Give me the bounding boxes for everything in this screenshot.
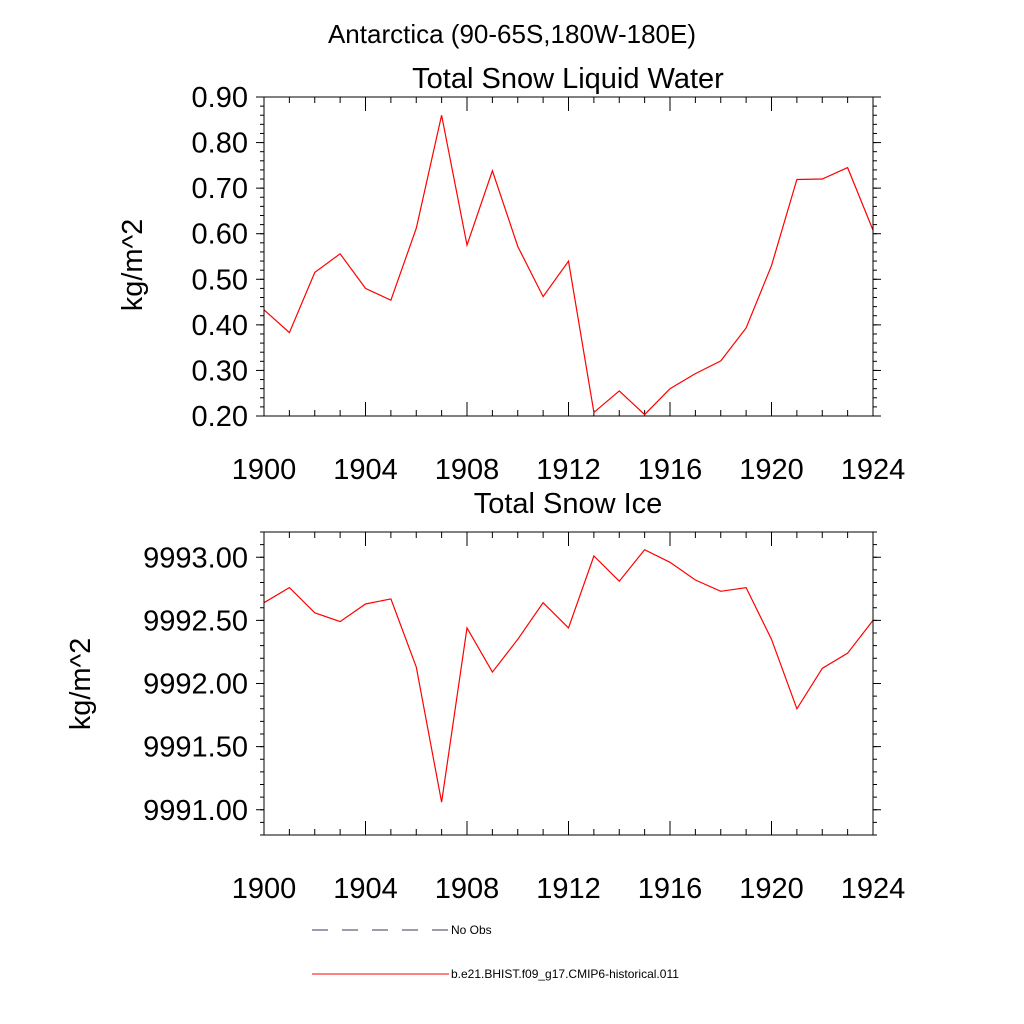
x-tick-label: 1900 bbox=[232, 873, 297, 905]
plot-frame bbox=[263, 96, 874, 417]
x-tick-label: 1912 bbox=[536, 454, 601, 486]
y-tick-label: 0.30 bbox=[192, 355, 248, 387]
y-tick-label: 0.20 bbox=[192, 401, 248, 433]
y-axis-label: kg/m^2 bbox=[117, 219, 149, 312]
series-line bbox=[263, 548, 874, 803]
x-tick-label: 1924 bbox=[841, 454, 906, 486]
legend: No Obs b.e21.BHIST.f09_g17.CMIP6-histori… bbox=[312, 923, 679, 981]
x-tick-label: 1920 bbox=[739, 873, 804, 905]
axis-ticks bbox=[256, 531, 881, 836]
x-tick-labels: 1900 1904 1908 1912 1916 1920 1924 bbox=[232, 454, 906, 486]
y-tick-label: 0.90 bbox=[192, 82, 248, 114]
x-tick-label: 1908 bbox=[435, 454, 500, 486]
x-tick-label: 1916 bbox=[638, 873, 703, 905]
x-tick-label: 1924 bbox=[841, 873, 906, 905]
chart-panel-liquid-water: Total Snow Liquid Water kg/m^2 1900 1904 1… bbox=[117, 63, 905, 486]
x-tick-label: 1912 bbox=[536, 873, 601, 905]
series-lines bbox=[263, 115, 874, 416]
x-tick-label: 1904 bbox=[333, 873, 398, 905]
y-tick-label: 0.80 bbox=[192, 128, 248, 160]
y-tick-labels: 0.20 0.30 0.40 0.50 0.60 0.70 0.80 0.90 bbox=[192, 82, 248, 433]
y-tick-label: 0.40 bbox=[192, 310, 248, 342]
legend-label: b.e21.BHIST.f09_g17.CMIP6-historical.011 bbox=[451, 967, 679, 981]
y-tick-label: 0.50 bbox=[192, 264, 248, 296]
y-tick-label: 0.60 bbox=[192, 219, 248, 251]
chart-panel-snow-ice: Total Snow Ice kg/m^2 1900 1904 1908 1912 19… bbox=[65, 488, 905, 905]
series-lines bbox=[263, 548, 874, 803]
y-tick-label: 9992.50 bbox=[143, 605, 248, 637]
plot-frame bbox=[263, 531, 874, 836]
y-tick-label: 9991.50 bbox=[143, 732, 248, 764]
chart-title: Total Snow Ice bbox=[474, 488, 663, 520]
axis-ticks bbox=[256, 96, 881, 417]
y-axis-label: kg/m^2 bbox=[65, 638, 97, 731]
y-tick-labels: 9991.00 9991.50 9992.00 9992.50 9993.00 bbox=[143, 542, 248, 827]
x-tick-label: 1900 bbox=[232, 454, 297, 486]
x-tick-labels: 1900 1904 1908 1912 1916 1920 1924 bbox=[232, 873, 906, 905]
series-line bbox=[263, 115, 874, 416]
y-tick-label: 9993.00 bbox=[143, 542, 248, 574]
legend-item-model-run: b.e21.BHIST.f09_g17.CMIP6-historical.011 bbox=[312, 967, 679, 981]
legend-item-no-obs: No Obs bbox=[312, 923, 492, 937]
x-tick-label: 1908 bbox=[435, 873, 500, 905]
legend-label: No Obs bbox=[451, 923, 492, 937]
chart-title: Total Snow Liquid Water bbox=[412, 63, 724, 95]
x-tick-label: 1904 bbox=[333, 454, 398, 486]
figure-suptitle: Antarctica (90-65S,180W-180E) bbox=[328, 19, 696, 49]
y-tick-label: 9992.00 bbox=[143, 669, 248, 701]
y-tick-label: 9991.00 bbox=[143, 795, 248, 827]
x-tick-label: 1920 bbox=[739, 454, 804, 486]
y-tick-label: 0.70 bbox=[192, 173, 248, 205]
x-tick-label: 1916 bbox=[638, 454, 703, 486]
